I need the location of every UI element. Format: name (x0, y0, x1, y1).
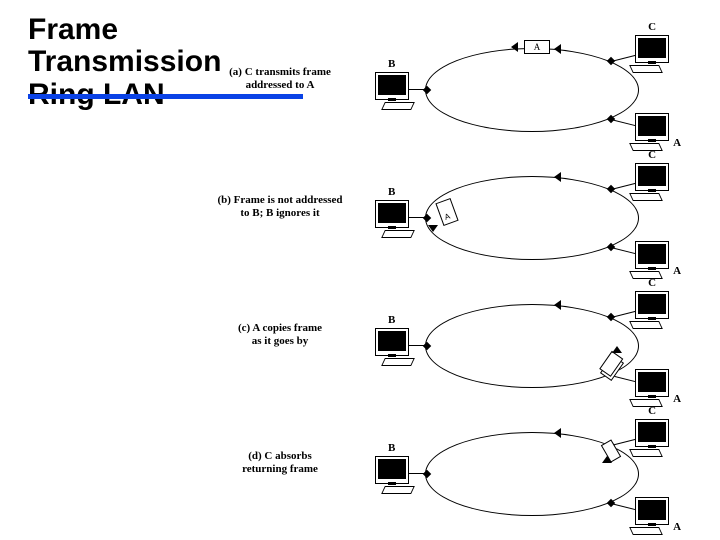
connector-line (611, 119, 635, 126)
panel-d: (d) C absorbsreturning frameBCA (355, 414, 710, 536)
panel-caption: (a) C transmits frameaddressed to A (205, 66, 355, 91)
flow-arrow-icon (428, 225, 438, 232)
computer-icon: A (635, 369, 669, 409)
flow-arrow-icon (511, 42, 518, 52)
title-line-2: Transmission (28, 45, 221, 78)
computer-icon: C (635, 419, 669, 459)
computer-icon: A (635, 497, 669, 537)
connector-line (409, 217, 427, 218)
flow-arrow-icon (602, 456, 612, 463)
node-label: B (388, 314, 395, 326)
flow-arrow-icon (554, 44, 561, 54)
connector-line (409, 89, 427, 90)
computer-icon: A (635, 241, 669, 281)
connector-line (409, 345, 427, 346)
node-label: A (673, 265, 681, 277)
connector-line (611, 503, 635, 510)
node-label: A (673, 393, 681, 405)
node-label: A (673, 137, 681, 149)
panel-b: (b) Frame is not addressedto B; B ignore… (355, 158, 710, 280)
node-label: B (388, 442, 395, 454)
computer-icon: C (635, 291, 669, 331)
connector-line (409, 473, 427, 474)
panel-caption: (c) A copies frameas it goes by (205, 322, 355, 347)
node-label: B (388, 186, 395, 198)
node-label: C (648, 149, 656, 161)
panel-caption: (d) C absorbsreturning frame (205, 450, 355, 475)
connector-line (611, 247, 635, 254)
panel-c: (c) A copies frameas it goes byBCA (355, 286, 710, 408)
flow-arrow-icon (554, 300, 561, 310)
node-label: A (673, 521, 681, 533)
flow-arrow-icon (554, 428, 561, 438)
node-label: B (388, 58, 395, 70)
node-label: C (648, 405, 656, 417)
title-line-1: Frame (28, 13, 118, 46)
computer-icon: B (375, 72, 409, 112)
panel-caption: (b) Frame is not addressedto B; B ignore… (205, 194, 355, 219)
flow-arrow-icon (612, 346, 622, 353)
panel-a: (a) C transmits frameaddressed to ABCAA (355, 30, 710, 152)
computer-icon: B (375, 200, 409, 240)
computer-icon: A (635, 113, 669, 153)
title-underline (28, 94, 303, 99)
computer-icon: B (375, 456, 409, 496)
flow-arrow-icon (554, 172, 561, 182)
node-label: C (648, 21, 656, 33)
computer-icon: C (635, 163, 669, 203)
frame-packet: A (524, 40, 550, 54)
node-label: C (648, 277, 656, 289)
computer-icon: B (375, 328, 409, 368)
computer-icon: C (635, 35, 669, 75)
